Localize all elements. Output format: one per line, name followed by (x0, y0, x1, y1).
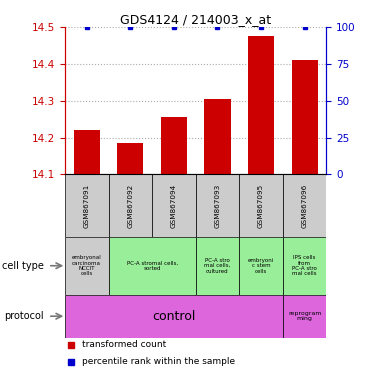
Bar (65, 174, 109, 237)
Bar (204, 99, 231, 174)
Text: GSM867094: GSM867094 (171, 184, 177, 228)
Bar (65, 237, 109, 295)
Text: percentile rank within the sample: percentile rank within the sample (82, 357, 235, 366)
Text: GSM867092: GSM867092 (127, 184, 133, 228)
Bar (283, 295, 326, 338)
Bar (196, 174, 239, 237)
Bar (109, 174, 152, 237)
Bar (152, 174, 196, 237)
Bar (73, 130, 100, 174)
Bar (65, 295, 283, 338)
Bar (239, 174, 283, 237)
Text: PC-A stromal cells,
sorted: PC-A stromal cells, sorted (127, 260, 178, 271)
Bar (196, 237, 239, 295)
Text: IPS cells
from
PC-A stro
mal cells: IPS cells from PC-A stro mal cells (292, 255, 317, 276)
Text: protocol: protocol (4, 311, 44, 321)
Text: control: control (152, 310, 196, 323)
Text: cell type: cell type (2, 261, 44, 271)
Bar (161, 117, 187, 174)
Bar (109, 237, 196, 295)
Text: embryonal
carcinoma
NCCIT
cells: embryonal carcinoma NCCIT cells (72, 255, 102, 276)
Text: reprogram
ming: reprogram ming (288, 311, 321, 321)
Text: PC-A stro
mal cells,
cultured: PC-A stro mal cells, cultured (204, 258, 231, 274)
Text: GSM867096: GSM867096 (302, 184, 308, 228)
Bar (292, 60, 318, 174)
Text: GSM867091: GSM867091 (84, 184, 90, 228)
Bar (117, 143, 143, 174)
Bar (248, 36, 274, 174)
Title: GDS4124 / 214003_x_at: GDS4124 / 214003_x_at (120, 13, 271, 26)
Text: embryoni
c stem
cells: embryoni c stem cells (248, 258, 274, 274)
Bar (283, 237, 326, 295)
Text: GSM867095: GSM867095 (258, 184, 264, 228)
Text: GSM867093: GSM867093 (214, 184, 220, 228)
Bar (239, 237, 283, 295)
Bar (283, 174, 326, 237)
Text: transformed count: transformed count (82, 340, 166, 349)
